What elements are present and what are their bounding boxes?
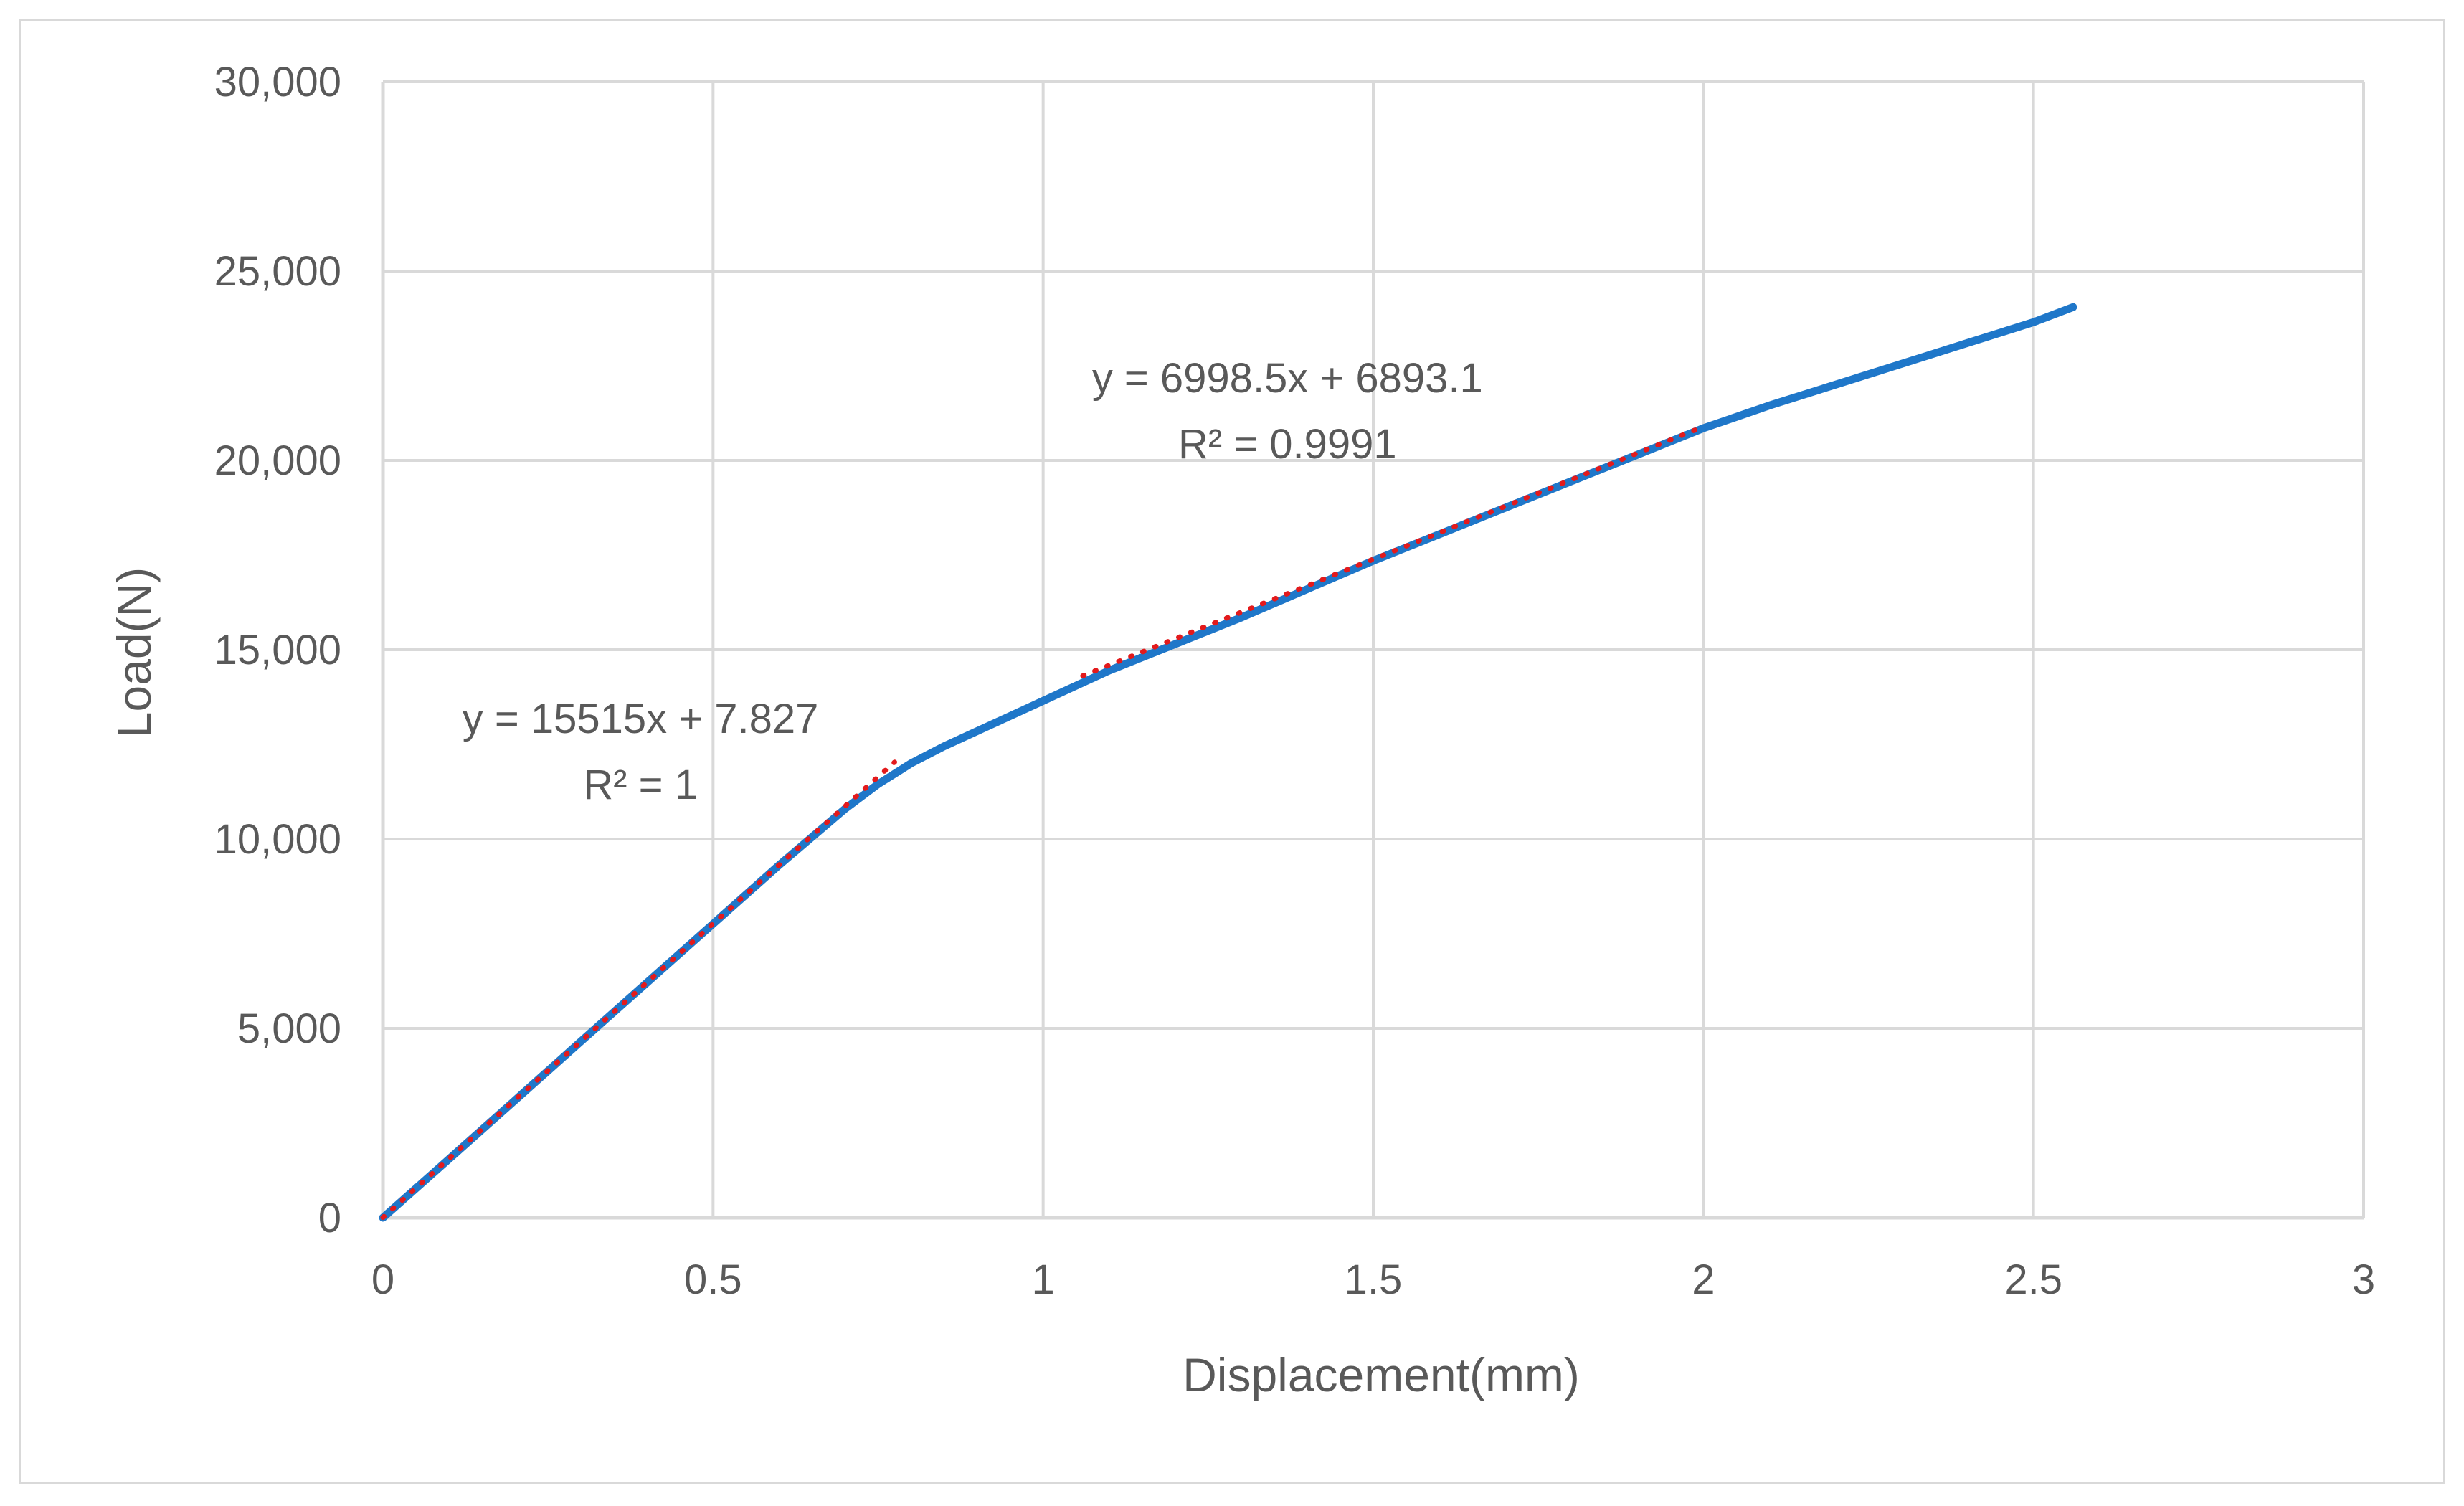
y-tick-label: 25,000: [214, 248, 341, 295]
axes-layer: [381, 82, 2364, 1220]
tick-labels: 0 0.5 1 1.5 2 2.5 3 0 5,000 10,000 15,000 20,000 25,…: [214, 59, 2376, 1303]
x-tick-label: 0.5: [684, 1256, 742, 1303]
trendline-r-squared: R² = 0.9991: [1178, 421, 1397, 468]
x-tick-label: 0: [371, 1256, 394, 1303]
x-axis-title: Displacement(mm): [1183, 1348, 1580, 1401]
x-tick-label: 2.5: [2004, 1256, 2062, 1303]
grid-layer: [382, 80, 2365, 1219]
y-tick-label: 10,000: [214, 816, 341, 863]
x-tick-label: 2: [1692, 1256, 1715, 1303]
y-tick-label: 5,000: [237, 1005, 341, 1052]
y-tick-label: 15,000: [214, 627, 341, 673]
trendline-equation: y = 15515x + 7.827: [463, 696, 819, 742]
x-tick-label: 3: [2352, 1256, 2375, 1303]
trendline-1: [380, 759, 898, 1221]
y-tick-label: 20,000: [214, 437, 341, 484]
y-axis-title: Load(N): [108, 567, 161, 738]
y-tick-label: 0: [318, 1195, 341, 1241]
x-tick-label: 1: [1032, 1256, 1055, 1303]
trendline-r-squared: R² = 1: [583, 762, 698, 808]
x-tick-label: 1.5: [1345, 1256, 1403, 1303]
y-tick-label: 30,000: [214, 59, 341, 105]
annotation-layer: y = 15515x + 7.827 R² = 1 y = 6998.5x + 68…: [463, 355, 1483, 808]
trendline-equation: y = 6998.5x + 6893.1: [1092, 355, 1483, 402]
chart-frame: [19, 19, 2445, 1484]
trendline-layer: [380, 424, 1706, 1221]
trendline-2: [1080, 424, 1706, 678]
